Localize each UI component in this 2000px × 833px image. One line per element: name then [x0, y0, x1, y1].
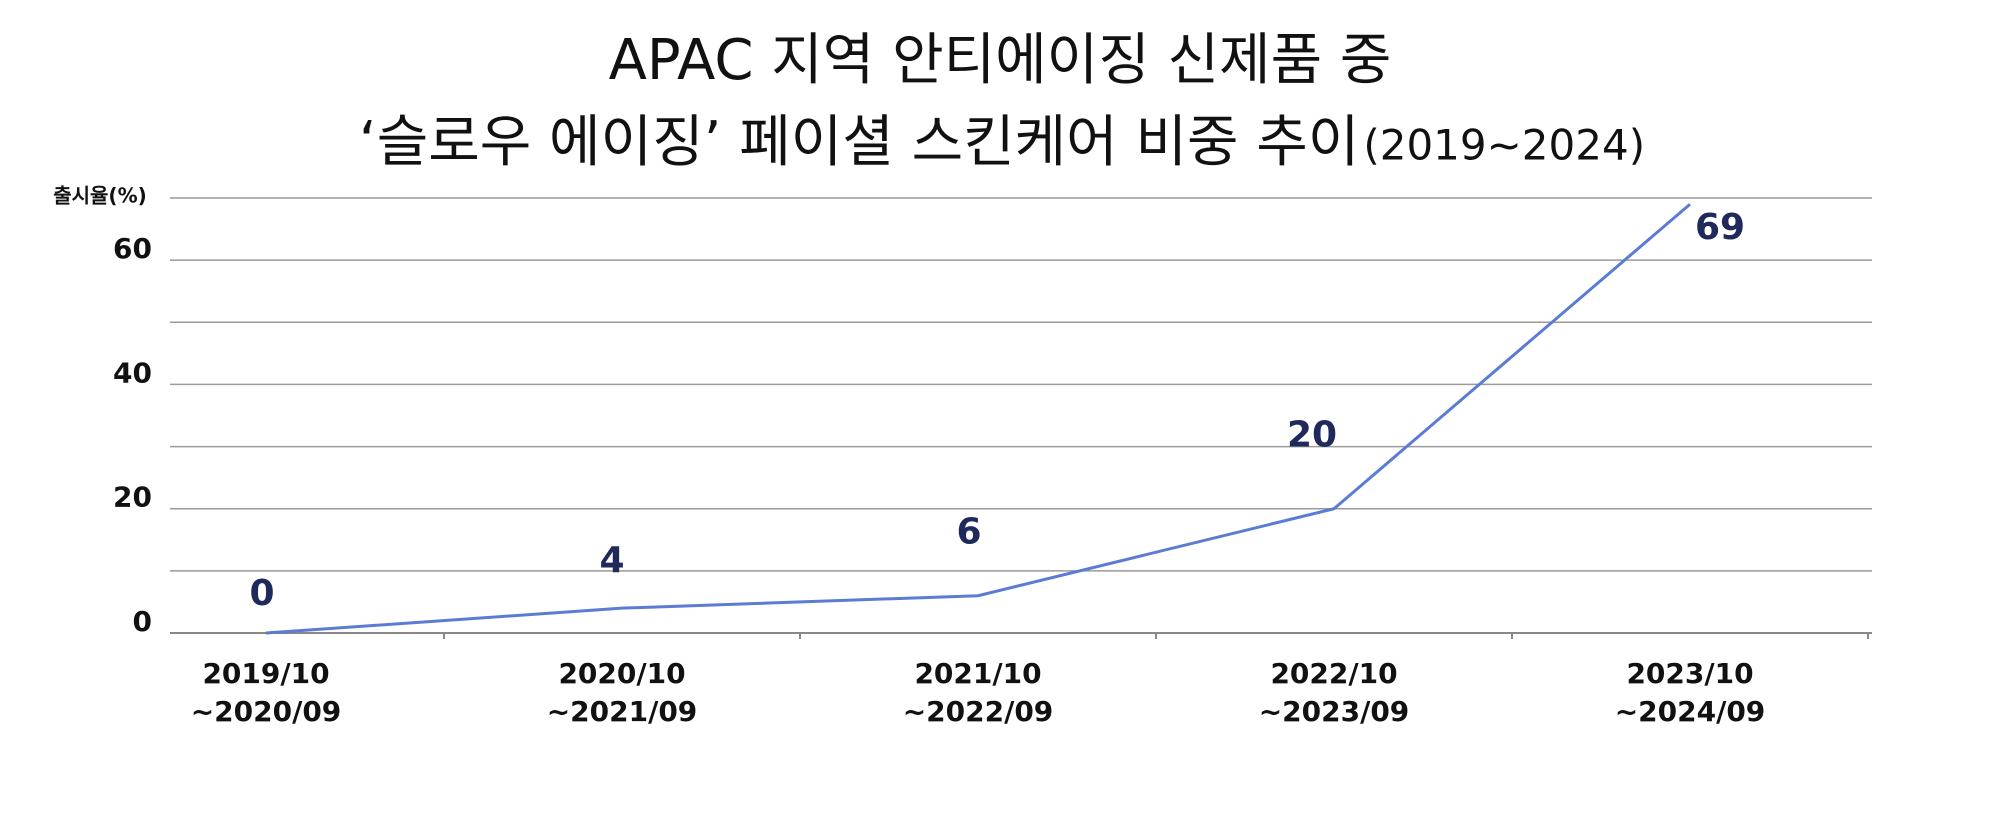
y-axis-label: 출시율(%)	[53, 184, 147, 208]
x-tick-label: 2021/10	[914, 657, 1041, 690]
y-tick-label: 60	[113, 232, 152, 265]
data-label: 0	[249, 573, 274, 614]
x-tick-label: 2020/10	[558, 657, 685, 690]
x-tick-label: ~2021/09	[547, 695, 698, 728]
x-tick-label: ~2023/09	[1259, 695, 1410, 728]
x-tick-label: 2022/10	[1270, 657, 1397, 690]
y-tick-label: 0	[133, 605, 152, 638]
x-tick-label: 2023/10	[1626, 657, 1753, 690]
data-label: 4	[599, 540, 624, 581]
data-label: 20	[1287, 415, 1337, 456]
data-line	[265, 203, 1691, 635]
x-tick-label: ~2024/09	[1615, 695, 1766, 728]
y-tick-label: 40	[113, 356, 152, 389]
data-label: 69	[1695, 207, 1745, 248]
x-tick-label: ~2022/09	[903, 695, 1054, 728]
x-tick-label: ~2020/09	[191, 695, 342, 728]
data-label: 6	[956, 512, 981, 553]
x-tick-label: 2019/10	[202, 657, 329, 690]
y-tick-label: 20	[113, 481, 152, 514]
chart-title: ‘슬로우 에이징’ 페이셜 스킨케어 비중 추이	[359, 110, 1359, 175]
chart-subtitle: (2019~2024)	[1363, 121, 1645, 170]
chart-title: APAC 지역 안티에이징 신제품 중	[609, 28, 1392, 93]
